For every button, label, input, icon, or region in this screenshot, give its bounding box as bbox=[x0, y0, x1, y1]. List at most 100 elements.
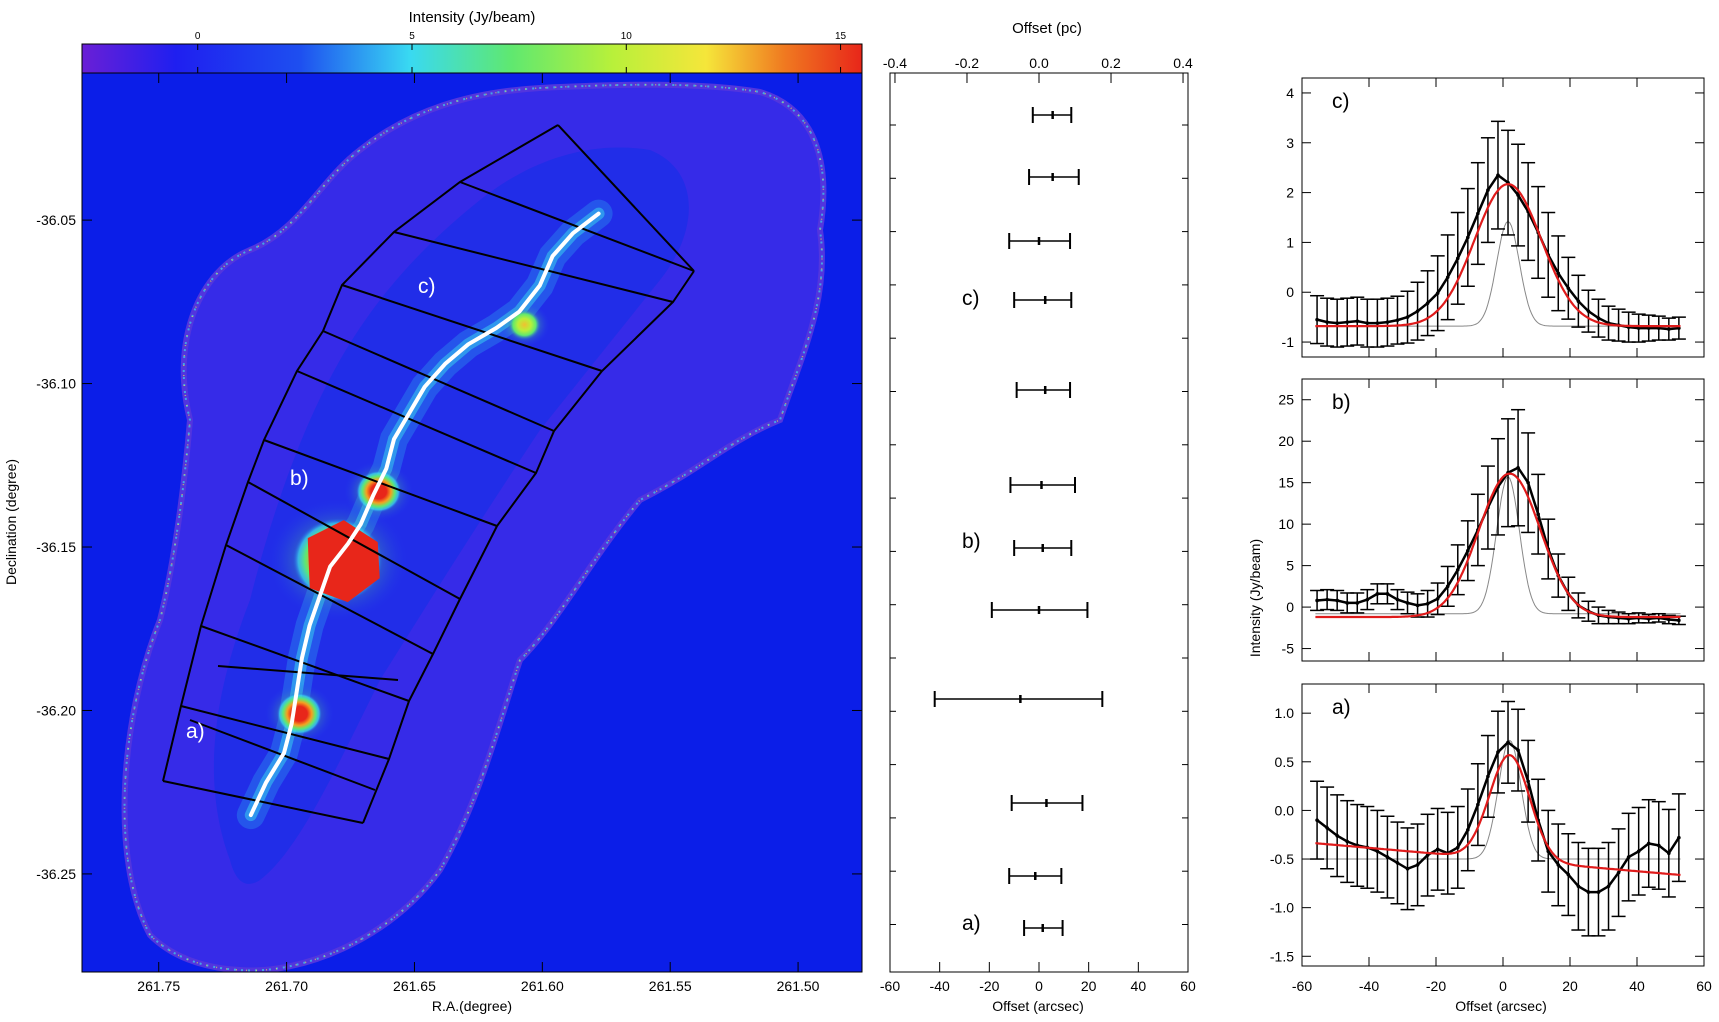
offset-axes: -60 -40 -20 0 20 40 60 -0.4 -0.2 0.0 0.2 0.4 bbox=[880, 55, 1196, 994]
top-tick-label: -0.2 bbox=[955, 55, 979, 71]
x-tick-label: 0 bbox=[1035, 978, 1043, 994]
profile-data-point bbox=[1435, 847, 1440, 852]
y-tick-label: 4 bbox=[1286, 85, 1294, 101]
profile-data-point bbox=[1516, 748, 1520, 752]
profile-data-point bbox=[1415, 863, 1420, 867]
y-tick-label: 0 bbox=[1286, 284, 1294, 300]
x-tick-label: 20 bbox=[1562, 978, 1578, 994]
slice-labels: a) b) c) bbox=[962, 287, 981, 935]
profile-data-point bbox=[1586, 309, 1591, 313]
x-tick-label: 261.65 bbox=[393, 978, 436, 994]
bright-clump bbox=[507, 309, 541, 341]
y-tick-label: 1 bbox=[1286, 234, 1294, 250]
profile-data-point bbox=[1315, 598, 1319, 603]
profile-data-point bbox=[1677, 326, 1681, 330]
x-tick-label: 20 bbox=[1081, 978, 1097, 994]
y-tick-label: 15 bbox=[1278, 475, 1294, 491]
y-tick-label: 5 bbox=[1286, 558, 1294, 574]
top-tick-label: 0.2 bbox=[1101, 55, 1121, 71]
offset-frame bbox=[889, 72, 1189, 973]
colorbar-tick-label: 15 bbox=[835, 31, 847, 42]
profile-data-point bbox=[1466, 235, 1470, 240]
profile-data-point bbox=[1556, 271, 1561, 276]
colorbar-tick-label: 10 bbox=[621, 31, 633, 42]
profile-data-point bbox=[1576, 299, 1581, 304]
map-axes: 261.75 261.70 261.65 261.60 261.55 261.50 -36.… bbox=[36, 73, 862, 994]
radial-profile-panels: -1 0 1 2 3 4 c) -5 0 5 10 15 20 25 b) -1.5 -1.0 -0.5 0.0 0.… bbox=[1270, 77, 1712, 994]
profile-data-point bbox=[1526, 480, 1530, 485]
bright-clump bbox=[356, 470, 402, 513]
x-tick-label: 261.50 bbox=[777, 978, 820, 994]
profile-data-point bbox=[1405, 315, 1410, 319]
profile-data-point bbox=[1656, 326, 1661, 330]
profile-data-point bbox=[1677, 835, 1681, 840]
profile-data-point bbox=[1596, 890, 1601, 894]
profile-data-point bbox=[1566, 286, 1571, 291]
profile-data-point bbox=[1325, 320, 1329, 324]
profile-data-point bbox=[1455, 567, 1460, 572]
profile-data-point bbox=[1435, 291, 1440, 296]
profile-panel-a: -1.5 -1.0 -0.5 0.0 0.5 1.0 -60 -40 -20 0 20 40 60 a) bbox=[1270, 683, 1712, 994]
y-tick-label: -0.5 bbox=[1270, 851, 1294, 867]
profile-data-point bbox=[1506, 740, 1510, 745]
profile-data-point bbox=[1476, 802, 1480, 807]
beam-profile bbox=[1315, 220, 1681, 327]
slice-boundary bbox=[200, 625, 410, 702]
profile-panel-b: -5 0 5 10 15 20 25 b) bbox=[1278, 378, 1705, 662]
profile-data-point bbox=[1576, 884, 1581, 889]
profile-data-point bbox=[1455, 845, 1460, 850]
profile-data-point bbox=[1385, 320, 1390, 324]
slice-boundary bbox=[322, 330, 555, 432]
slice-boundary bbox=[162, 124, 559, 782]
intensity-map-panel: Intensity (Jy/beam) 0 5 10 15 a) b) c) 261.75… bbox=[3, 9, 863, 1014]
filament-crest-line bbox=[248, 211, 601, 818]
profile-data-point bbox=[1335, 321, 1339, 325]
slice-label-a: a) bbox=[962, 912, 981, 935]
profile-data-point bbox=[1596, 316, 1601, 320]
y-tick-label: -36.20 bbox=[36, 702, 76, 718]
slice-boundary bbox=[393, 231, 674, 303]
profile-data-point bbox=[1616, 870, 1621, 875]
profile-xlabel: Offset (arcsec) bbox=[1455, 998, 1547, 1014]
y-tick-label: 1.0 bbox=[1275, 705, 1295, 721]
profile-data-point bbox=[1667, 617, 1671, 622]
model-fit-curve bbox=[1315, 753, 1681, 877]
colorbar-tick-label: 0 bbox=[195, 31, 201, 42]
slice-boundary bbox=[217, 665, 399, 681]
region-label-c: c) bbox=[418, 275, 436, 298]
profile-data-point bbox=[1415, 309, 1420, 313]
slice-boundary bbox=[459, 181, 695, 272]
profile-data-point bbox=[1405, 866, 1410, 871]
profile-data-point bbox=[1445, 584, 1450, 589]
y-tick-label: 25 bbox=[1278, 392, 1294, 408]
filament-core-region bbox=[213, 147, 689, 884]
y-tick-label: -1.0 bbox=[1270, 900, 1294, 916]
map-frame bbox=[81, 72, 863, 973]
profile-data-point bbox=[1646, 326, 1651, 330]
top-tick-label: 0.4 bbox=[1173, 55, 1193, 71]
profile-data-point bbox=[1385, 855, 1390, 859]
profile-data-point bbox=[1586, 890, 1591, 894]
profile-data-point bbox=[1335, 598, 1339, 603]
x-tick-label: -60 bbox=[880, 978, 900, 994]
profile-data-point bbox=[1636, 326, 1641, 330]
y-tick-label: 0.0 bbox=[1275, 802, 1295, 818]
profile-data-point bbox=[1636, 849, 1641, 854]
profile-data-point bbox=[1486, 774, 1490, 779]
slice-label-c: c) bbox=[962, 287, 980, 310]
crest-offset-panel: Offset (pc) -60 -40 -20 0 20 40 60 -0.4 -0.2 0.0 0… bbox=[880, 20, 1196, 1014]
x-tick-label: 60 bbox=[1696, 978, 1712, 994]
profile-data-point bbox=[1677, 618, 1681, 623]
x-tick-label: -60 bbox=[1292, 978, 1312, 994]
profile-data-point bbox=[1345, 320, 1350, 324]
profile-data-point bbox=[1496, 173, 1500, 177]
profile-data-point bbox=[1546, 849, 1551, 854]
y-tick-label: -36.15 bbox=[36, 539, 76, 555]
profile-data-point bbox=[1375, 849, 1380, 854]
profile-data-point bbox=[1667, 851, 1671, 855]
offset-pc-title: Offset (pc) bbox=[1012, 20, 1082, 37]
y-tick-label: 0.5 bbox=[1275, 754, 1295, 770]
profile-data-point bbox=[1466, 548, 1470, 553]
profile-data-point bbox=[1395, 597, 1400, 602]
profile-data-point bbox=[1365, 597, 1370, 602]
